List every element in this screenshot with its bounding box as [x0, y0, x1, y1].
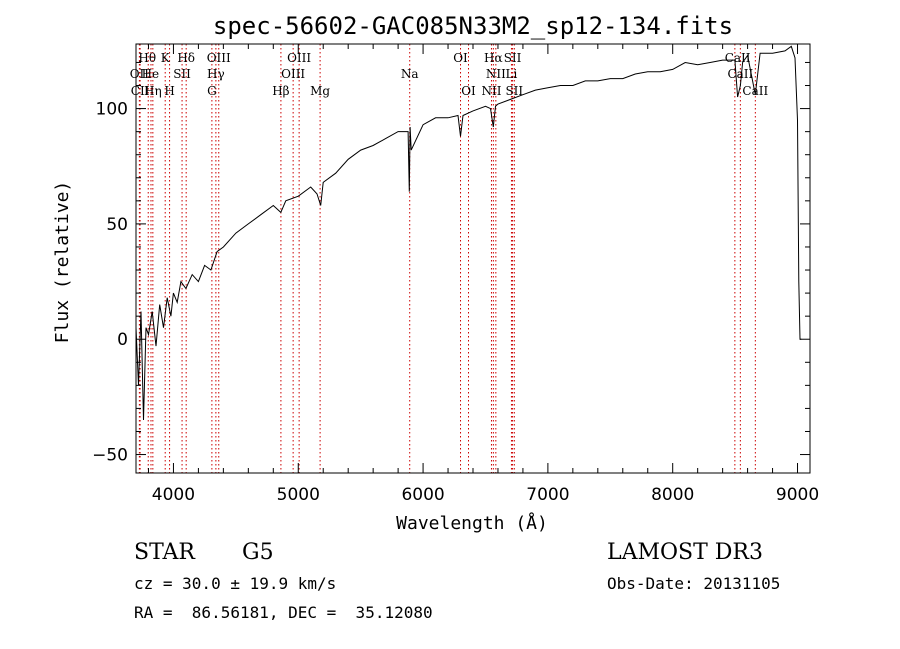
x-tick-label: 5000: [277, 485, 320, 505]
line-label-11: SII: [173, 67, 191, 81]
line-label-3: OIII: [207, 51, 231, 65]
x-tick-label: 9000: [776, 485, 819, 505]
x-tick-label: 7000: [526, 485, 569, 505]
line-label-17: CaII: [727, 67, 753, 81]
line-label-24: OI: [461, 84, 476, 98]
x-tick-label: 4000: [152, 485, 195, 505]
y-tick-label: −50: [92, 446, 128, 466]
object-class: STAR: [134, 540, 195, 565]
line-label-8: CaII: [725, 51, 751, 65]
x-axis-label: Wavelength (Å): [396, 512, 548, 534]
spectrum-series-line: [135, 45, 802, 421]
object-subclass: G5: [242, 540, 274, 565]
line-label-15: NII: [486, 67, 506, 81]
redshift-cz: cz = 30.0 ± 19.9 km/s: [134, 574, 337, 593]
line-label-16: Li: [506, 67, 518, 81]
survey-name: LAMOST DR3: [607, 540, 763, 565]
y-axis-ticks: −50 0 50 100: [92, 61, 810, 466]
line-label-6: Hα: [484, 51, 503, 65]
y-axis-label: Flux (relative): [52, 181, 73, 344]
line-label-7: SII: [504, 51, 522, 65]
line-label-4: OIII: [287, 51, 311, 65]
line-markers: [138, 44, 756, 473]
x-tick-label: 6000: [401, 485, 444, 505]
line-label-23: Mg: [310, 84, 330, 98]
chart-title: spec-56602-GAC085N33M2_sp12-134.fits: [213, 12, 733, 40]
spectrum-chart: spec-56602-GAC085N33M2_sp12-134.fits Hθ K…: [52, 12, 819, 534]
line-label-0: Hθ: [138, 51, 156, 65]
y-tick-label: 50: [106, 215, 128, 235]
line-label-25: NII: [481, 84, 501, 98]
line-label-12: Hγ: [207, 67, 225, 81]
line-label-20: H: [164, 84, 174, 98]
y-tick-label: 0: [117, 330, 128, 350]
plot-frame: [135, 43, 811, 474]
line-label-2: Hδ: [177, 51, 195, 65]
line-label-1: K: [161, 51, 171, 65]
y-tick-label: 100: [96, 100, 128, 120]
line-label-14: Na: [401, 67, 419, 81]
line-label-22: Hβ: [272, 84, 289, 98]
line-label-13: OIII: [281, 67, 305, 81]
line-label-26: SII: [505, 84, 523, 98]
line-label-5: OI: [453, 51, 468, 65]
line-label-21: G: [207, 84, 217, 98]
line-label-9: OII: [130, 67, 150, 81]
line-label-19: Hη: [144, 84, 162, 98]
x-axis-ticks: 4000 5000 6000 7000 8000 9000: [147, 44, 819, 505]
observation-date: Obs-Date: 20131105: [607, 574, 781, 593]
sky-coordinates: RA = 86.56181, DEC = 35.12080: [134, 603, 433, 622]
x-tick-label: 8000: [651, 485, 694, 505]
line-label-10: He: [142, 67, 160, 81]
